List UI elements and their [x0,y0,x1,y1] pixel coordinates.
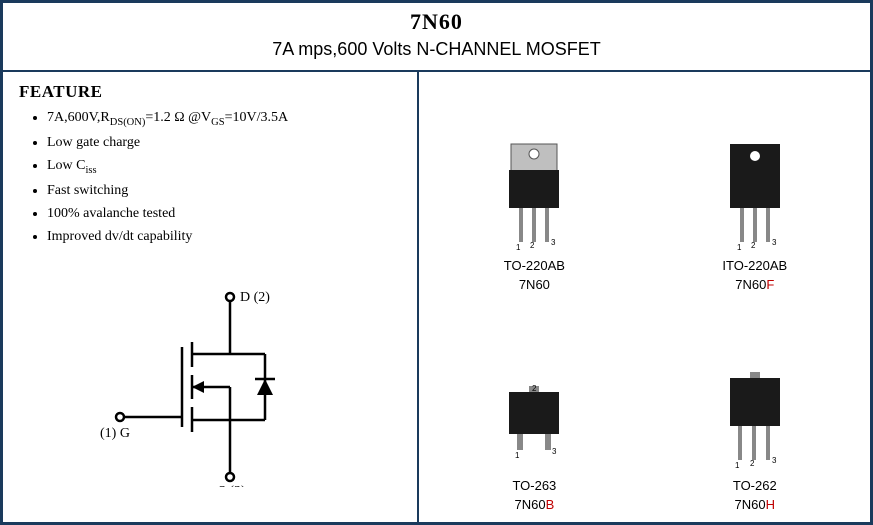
to263-package-icon: 2 1 3 [489,382,579,472]
svg-text:2: 2 [750,459,755,468]
packages-grid: 1 2 3 TO-220AB 7N60 1 2 [419,72,870,522]
svg-text:1: 1 [737,243,742,252]
body: FEATURE 7A,600V,RDS(ON)=1.2 Ω @VGS=10V/3… [3,72,870,522]
svg-text:3: 3 [551,238,556,247]
feature-item: Low Ciss [47,158,401,176]
package-part: 7N60 [519,277,550,292]
feature-item: Fast switching [47,183,401,199]
header: 7N60 7A mps,600 Volts N-CHANNEL MOSFET [3,3,870,72]
svg-text:3: 3 [772,456,777,465]
feature-item: 7A,600V,RDS(ON)=1.2 Ω @VGS=10V/3.5A [47,110,401,128]
svg-text:2: 2 [530,241,535,250]
svg-text:1: 1 [516,243,521,252]
package-cell: 1 2 3 ITO-220AB 7N60F [660,82,850,292]
feature-list: 7A,600V,RDS(ON)=1.2 Ω @VGS=10V/3.5A Low … [19,110,401,252]
package-cell: 2 1 3 TO-263 7N60B [439,302,629,512]
package-part: 7N60H [735,497,775,512]
drain-label: D (2) [240,290,270,305]
package-part: 7N60F [735,277,774,292]
svg-text:2: 2 [532,384,537,393]
mosfet-symbol-icon: D (2) (1) G S (3) [100,287,320,487]
svg-text:3: 3 [552,447,557,456]
package-type: ITO-220AB [722,258,787,273]
part-subtitle: 7A mps,600 Volts N-CHANNEL MOSFET [3,39,870,60]
package-type: TO-263 [512,478,556,493]
feature-heading: FEATURE [19,82,401,102]
svg-text:2: 2 [751,241,756,250]
source-label: S (3) [218,484,246,487]
feature-item: 100% avalanche tested [47,206,401,222]
svg-text:3: 3 [772,238,777,247]
schematic-wrap: D (2) (1) G S (3) [19,252,401,512]
part-title: 7N60 [3,9,870,35]
gate-label: (1) G [100,426,130,441]
ito220-package-icon: 1 2 3 [710,142,800,252]
package-cell: 1 2 3 TO-220AB 7N60 [439,82,629,292]
feature-item: Low gate charge [47,135,401,151]
datasheet-frame: 7N60 7A mps,600 Volts N-CHANNEL MOSFET F… [0,0,873,525]
to262-package-icon: 1 2 3 [710,372,800,472]
package-part: 7N60B [514,497,554,512]
package-type: TO-220AB [504,258,565,273]
left-panel: FEATURE 7A,600V,RDS(ON)=1.2 Ω @VGS=10V/3… [3,72,419,522]
package-type: TO-262 [733,478,777,493]
svg-text:1: 1 [515,451,520,460]
to220-package-icon: 1 2 3 [489,142,579,252]
svg-text:1: 1 [735,461,740,470]
feature-item: Improved dv/dt capability [47,229,401,245]
package-cell: 1 2 3 TO-262 7N60H [660,302,850,512]
